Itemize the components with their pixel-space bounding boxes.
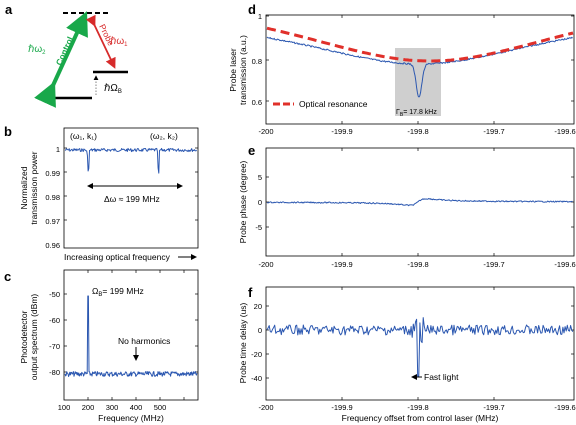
b-ytick-1: 1: [56, 145, 60, 154]
c-ytick-70: -70: [49, 342, 60, 351]
f-delay-trace: [266, 317, 574, 377]
panel-f-axes: [265, 286, 575, 401]
d-xtick-0: -200: [258, 127, 273, 136]
c-xtick-300: 300: [106, 403, 119, 412]
e-xtick-2: -199.8: [407, 260, 428, 269]
probe-arrow: [85, 14, 116, 69]
panel-c-axes: [63, 269, 199, 401]
b-ytick-097: 0.97: [45, 217, 60, 226]
d-xtick-4: -199.6: [554, 127, 575, 136]
e-xtick-1: -199.9: [331, 260, 352, 269]
f-xtick-0: -200: [258, 403, 273, 412]
e-ytick-5: 5: [258, 173, 262, 182]
b-ylabel-2: transmission power: [29, 151, 39, 224]
c-xlabel: Frequency (MHz): [98, 413, 164, 423]
f-ytick-m40: -40: [251, 374, 262, 383]
panel-b-axes: [63, 127, 199, 249]
f-ylabel: Probe time delay (us): [238, 302, 248, 383]
panel-b: b 1 0.99 0.98 0.97 0.96 (ω₁, k₁) (ω₂, k₂…: [4, 124, 199, 262]
d-resonance-fit: [266, 26, 574, 63]
d-xtick-3: -199.7: [483, 127, 504, 136]
c-ytick-60: -60: [49, 316, 60, 325]
panel-d: d 1 0.8 0.6 -200 -199.9 -199.8 -199.7 -1…: [228, 2, 576, 136]
b-ylabel-1: Normalized: [19, 166, 29, 209]
d-xtick-2: -199.8: [407, 127, 428, 136]
c-xtick-200: 200: [82, 403, 95, 412]
d-gamma-label: ΓB= 17.8 kHz: [396, 109, 437, 118]
f-ytick-20: 20: [254, 302, 262, 311]
b-peak2-label: (ω₂, k₂): [150, 131, 178, 141]
e-phase-trace: [266, 198, 573, 207]
e-ytick-0: 0: [258, 198, 262, 207]
c-ylabel-1: Photodetector: [19, 310, 29, 363]
panel-f: f 20 0 -20 -40 -200 -199.9 -199.8 -199.7…: [238, 285, 576, 423]
control-arrow: [34, 11, 88, 108]
e-ytick-m5: -5: [255, 223, 262, 232]
f-fast-light: Fast light: [424, 372, 459, 382]
c-ytick-80: -80: [49, 368, 60, 377]
c-xtick-500: 500: [154, 403, 167, 412]
c-no-harmonics: No harmonics: [118, 336, 170, 346]
f-xtick-4: -199.6: [554, 403, 575, 412]
panel-c-label: c: [4, 269, 11, 284]
b-transmission-trace: [64, 147, 197, 174]
panel-d-axes: [265, 14, 575, 125]
d-legend-text: Optical resonance: [299, 99, 368, 109]
f-xlabel: Frequency offset from control laser (MHz…: [342, 413, 499, 423]
f-xtick-3: -199.7: [483, 403, 504, 412]
f-xtick-1: -199.9: [331, 403, 352, 412]
b-delta-label: Δω ≈ 199 MHz: [104, 194, 160, 204]
e-xtick-0: -200: [258, 260, 273, 269]
d-xtick-1: -199.9: [331, 127, 352, 136]
panel-c: c -50 -60 -70 -80 100 200 300 400 500 ΩB…: [4, 269, 199, 423]
f-ytick-m20: -20: [251, 350, 262, 359]
b-peak1-label: (ω₁, k₁): [70, 131, 97, 141]
c-ylabel-2: output spectrum (dBm): [29, 294, 39, 381]
d-ytick-06: 0.6: [252, 98, 262, 107]
panel-e-label: e: [248, 143, 255, 158]
panel-b-label: b: [4, 124, 12, 139]
panel-d-label: d: [248, 2, 256, 17]
c-xtick-400: 400: [130, 403, 143, 412]
panel-e: e 5 0 -5 -200 -199.9 -199.8 -199.7 -199.…: [238, 143, 576, 269]
c-spectrum-trace: [64, 295, 198, 377]
c-ytick-50: -50: [49, 290, 60, 299]
b-xlabel: Increasing optical frequency: [64, 252, 171, 262]
d-ytick-1: 1: [258, 12, 262, 21]
d-ylabel-2: transmission (a.u.): [238, 35, 248, 105]
b-ytick-099: 0.99: [45, 169, 60, 178]
d-highlight-box: [395, 48, 441, 116]
panel-f-label: f: [248, 285, 253, 300]
e-xtick-3: -199.7: [483, 260, 504, 269]
c-peak-label: ΩB= 199 MHz: [92, 286, 144, 298]
f-xtick-2: -199.8: [407, 403, 428, 412]
control-label: Control: [54, 35, 75, 67]
f-ytick-0: 0: [258, 326, 262, 335]
e-ylabel: Probe phase (degree): [238, 160, 248, 243]
d-ylabel-1: Probe laser: [228, 48, 238, 92]
b-ytick-096: 0.96: [45, 241, 60, 250]
b-ytick-098: 0.98: [45, 193, 60, 202]
d-ytick-08: 0.8: [252, 57, 262, 66]
hbar-omega1: ℏω1: [110, 36, 128, 48]
panel-a: a Control Probe ℏω2 ℏω1 ℏΩB: [5, 2, 128, 108]
hbar-omegaB: ℏΩB: [104, 83, 122, 95]
hbar-omega2: ℏω2: [28, 44, 46, 56]
panel-a-label: a: [5, 2, 13, 17]
e-xtick-4: -199.6: [554, 260, 575, 269]
c-xtick-100: 100: [58, 403, 71, 412]
